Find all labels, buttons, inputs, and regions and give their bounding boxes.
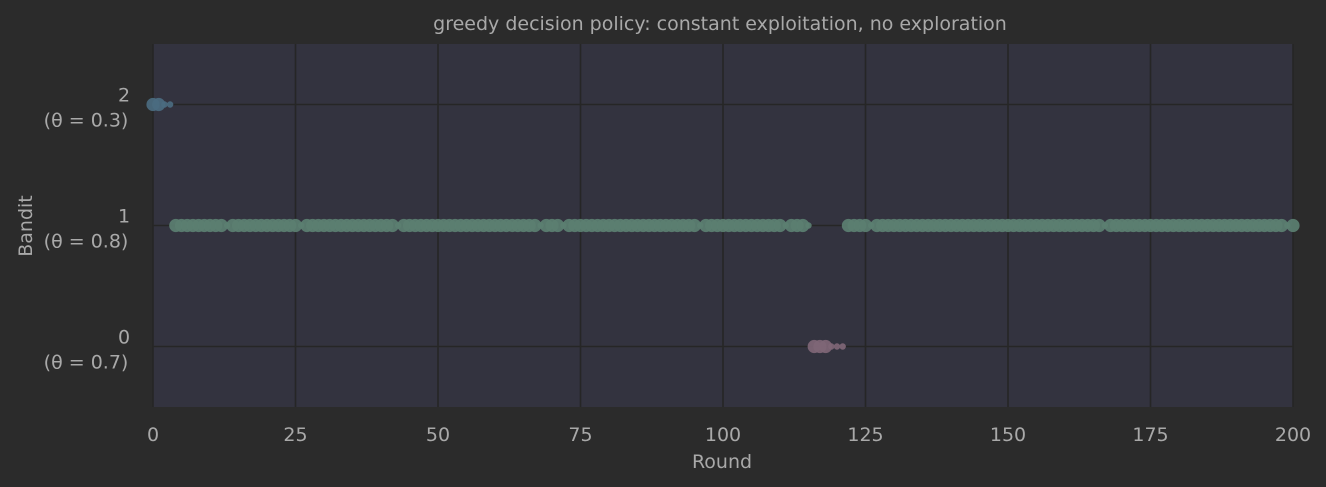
data-points	[146, 97, 1300, 354]
data-point-bandit-1	[1275, 218, 1289, 233]
x-tick-label: 100	[705, 424, 741, 446]
data-point-bandit-1	[528, 218, 542, 233]
x-tick-label: 50	[426, 424, 450, 446]
y-tick-label: 0	[118, 327, 130, 349]
x-tick-label: 0	[147, 424, 159, 446]
x-tick-label: 25	[283, 424, 307, 446]
data-point-bandit-0	[828, 343, 835, 350]
x-tick-label: 75	[568, 424, 592, 446]
x-tick-label: 150	[990, 424, 1026, 446]
data-point-bandit-0	[833, 343, 841, 350]
data-point-bandit-1	[385, 218, 399, 233]
data-point-bandit-1	[214, 218, 228, 233]
y-tick-label: 2	[118, 85, 130, 107]
x-tick-label: 200	[1275, 424, 1311, 446]
data-point-bandit-1	[551, 218, 565, 233]
data-point-bandit-1	[858, 218, 873, 233]
y-tick-labels: 0 (θ = 0.7) 1 (θ = 0.8) 2 (θ = 0.3)	[44, 85, 130, 374]
y-tick-sublabel: (θ = 0.3)	[44, 110, 129, 132]
x-axis-label: Round	[692, 451, 752, 473]
y-axis-label: Bandit	[15, 195, 37, 257]
chart-title: greedy decision policy: constant exploit…	[433, 13, 1007, 35]
data-point-bandit-1	[805, 222, 812, 229]
data-point-bandit-0	[819, 339, 833, 354]
data-point-bandit-2	[161, 101, 168, 108]
data-point-bandit-1	[1092, 218, 1106, 233]
data-point-bandit-0	[839, 343, 846, 350]
data-point-bandit-1	[288, 218, 303, 233]
data-point-bandit-1	[687, 218, 702, 233]
y-tick-label: 1	[118, 206, 130, 228]
y-tick-sublabel: (θ = 0.7)	[44, 352, 129, 374]
x-tick-labels: 0 25 50 75 100 125 150 175 200	[147, 424, 1311, 446]
data-point-bandit-1	[1286, 218, 1300, 233]
data-point-bandit-1	[796, 218, 810, 233]
data-point-bandit-2	[166, 101, 174, 108]
data-point-bandit-2	[152, 97, 166, 112]
x-tick-label: 175	[1132, 424, 1168, 446]
data-point-bandit-1	[773, 218, 787, 233]
x-tick-label: 125	[847, 424, 883, 446]
y-tick-sublabel: (θ = 0.8)	[44, 231, 129, 253]
